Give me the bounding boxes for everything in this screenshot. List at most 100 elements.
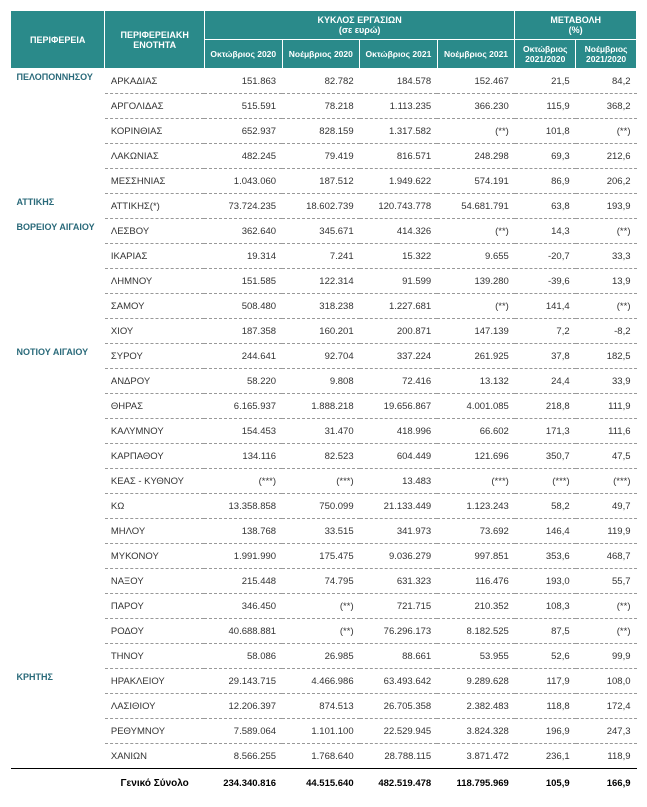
nov21-cell: 210.352 [437, 594, 515, 619]
turnover-table: ΠΕΡΙΦΕΡΕΙΑ ΠΕΡΙΦΕΡΕΙΑΚΗ ΕΝΟΤΗΤΑ ΚΥΚΛΟΣ Ε… [10, 10, 637, 797]
oct20-cell: 73.724.235 [204, 194, 282, 219]
nov20-cell: 750.099 [282, 494, 360, 519]
table-row: ΠΑΡΟΥ346.450(**)721.715210.352108,3(**) [11, 594, 637, 619]
nov21-cell: 152.467 [437, 69, 515, 94]
oct20-cell: 7.589.064 [204, 719, 282, 744]
oct21-cell: 63.493.642 [360, 669, 438, 694]
hdr-turnover: ΚΥΚΛΟΣ ΕΡΓΑΣΙΩΝ (σε ευρώ) [204, 11, 514, 40]
unit-cell: ΧΙΟΥ [105, 319, 205, 344]
oct20-cell: 13.358.858 [204, 494, 282, 519]
novc-cell: (**) [576, 294, 637, 319]
oct21-cell: 341.973 [360, 519, 438, 544]
nov21-cell: 121.696 [437, 444, 515, 469]
table-row: ΧΙΟΥ187.358160.201200.871147.1397,2-8,2 [11, 319, 637, 344]
nov20-cell: 31.470 [282, 419, 360, 444]
nov21-cell: 366.230 [437, 94, 515, 119]
unit-cell: ΣΥΡΟΥ [105, 344, 205, 369]
hdr-turnover-sub: (σε ευρώ) [339, 25, 381, 35]
novc-cell: 193,9 [576, 194, 637, 219]
nov20-cell: 874.513 [282, 694, 360, 719]
oct21-cell: 22.529.945 [360, 719, 438, 744]
oct21-cell: 21.133.449 [360, 494, 438, 519]
oct21-cell: 9.036.279 [360, 544, 438, 569]
oct20-cell: 515.591 [204, 94, 282, 119]
nov20-cell: 78.218 [282, 94, 360, 119]
oct21-cell: 120.743.778 [360, 194, 438, 219]
table-row: ΚΩ13.358.858750.09921.133.4491.123.24358… [11, 494, 637, 519]
unit-cell: ΡΟΔΟΥ [105, 619, 205, 644]
total-label: Γενικό Σύνολο [105, 769, 205, 798]
nov20-cell: 318.238 [282, 294, 360, 319]
novc-cell: (**) [576, 619, 637, 644]
nov20-cell: 18.602.739 [282, 194, 360, 219]
oct21-cell: 28.788.115 [360, 744, 438, 769]
table-row: ΣΑΜΟΥ508.480318.2381.227.681(**)141,4(**… [11, 294, 637, 319]
table-row: ΤΗΝΟΥ58.08626.98588.66153.95552,699,9 [11, 644, 637, 669]
novc-cell: 84,2 [576, 69, 637, 94]
hdr-change: ΜΕΤΑΒΟΛΗ (%) [515, 11, 637, 40]
table-row: ΘΗΡΑΣ6.165.9371.888.21819.656.8674.001.0… [11, 394, 637, 419]
oct20-cell: 134.116 [204, 444, 282, 469]
nov21-cell: 116.476 [437, 569, 515, 594]
octc-cell: 52,6 [515, 644, 576, 669]
oct21-cell: 200.871 [360, 319, 438, 344]
oct21-cell: 414.326 [360, 219, 438, 244]
oct21-cell: 721.715 [360, 594, 438, 619]
region-cell: ΒΟΡΕΙΟΥ ΑΙΓΑΙΟΥ [11, 219, 105, 344]
novc-cell: 247,3 [576, 719, 637, 744]
hdr-oct21: Οκτώβριος 2021 [360, 40, 438, 69]
region-cell: ΚΡΗΤΗΣ [11, 669, 105, 769]
unit-cell: ΚΑΡΠΑΘΟΥ [105, 444, 205, 469]
table-row: ΙΚΑΡΙΑΣ19.3147.24115.3229.655-20,733,3 [11, 244, 637, 269]
unit-cell: ΧΑΝΙΩΝ [105, 744, 205, 769]
oct20-cell: 19.314 [204, 244, 282, 269]
nov21-cell: 13.132 [437, 369, 515, 394]
unit-cell: ΠΑΡΟΥ [105, 594, 205, 619]
oct21-cell: 1.949.622 [360, 169, 438, 194]
nov20-cell: 175.475 [282, 544, 360, 569]
novc-cell: (**) [576, 219, 637, 244]
nov20-cell: (***) [282, 469, 360, 494]
unit-cell: ΚΩ [105, 494, 205, 519]
nov20-cell: 1.101.100 [282, 719, 360, 744]
nov20-cell: 92.704 [282, 344, 360, 369]
nov21-cell: 8.182.525 [437, 619, 515, 644]
novc-cell: 111,9 [576, 394, 637, 419]
nov20-cell: 187.512 [282, 169, 360, 194]
unit-cell: ΑΡΓΟΛΙΔΑΣ [105, 94, 205, 119]
nov21-cell: 2.382.483 [437, 694, 515, 719]
unit-cell: ΜΥΚΟΝΟΥ [105, 544, 205, 569]
table-header: ΠΕΡΙΦΕΡΕΙΑ ΠΕΡΙΦΕΡΕΙΑΚΗ ΕΝΟΤΗΤΑ ΚΥΚΛΟΣ Ε… [11, 11, 637, 69]
nov20-cell: (**) [282, 594, 360, 619]
nov21-cell: 53.955 [437, 644, 515, 669]
total-nov20: 44.515.640 [282, 769, 360, 798]
nov20-cell: 26.985 [282, 644, 360, 669]
octc-cell: 7,2 [515, 319, 576, 344]
nov20-cell: 828.159 [282, 119, 360, 144]
table-row: ΛΑΚΩΝΙΑΣ482.24579.419816.571248.29869,32… [11, 144, 637, 169]
oct20-cell: 362.640 [204, 219, 282, 244]
novc-cell: (**) [576, 119, 637, 144]
octc-cell: (***) [515, 469, 576, 494]
oct20-cell: (***) [204, 469, 282, 494]
oct21-cell: 337.224 [360, 344, 438, 369]
nov20-cell: 1.888.218 [282, 394, 360, 419]
nov20-cell: 7.241 [282, 244, 360, 269]
novc-cell: 108,0 [576, 669, 637, 694]
oct20-cell: 652.937 [204, 119, 282, 144]
table-row: ΜΥΚΟΝΟΥ1.991.990175.4759.036.279997.8513… [11, 544, 637, 569]
nov20-cell: 345.671 [282, 219, 360, 244]
octc-cell: 141,4 [515, 294, 576, 319]
nov20-cell: 122.314 [282, 269, 360, 294]
unit-cell: ΣΑΜΟΥ [105, 294, 205, 319]
novc-cell: 33,9 [576, 369, 637, 394]
nov21-cell: 73.692 [437, 519, 515, 544]
nov21-cell: 574.191 [437, 169, 515, 194]
table-row: ΛΑΣΙΘΙΟΥ12.206.397874.51326.705.3582.382… [11, 694, 637, 719]
unit-cell: ΜΕΣΣΗΝΙΑΣ [105, 169, 205, 194]
hdr-turnover-label: ΚΥΚΛΟΣ ΕΡΓΑΣΙΩΝ [318, 15, 402, 25]
oct20-cell: 138.768 [204, 519, 282, 544]
table-row: ΚΕΑΣ - ΚΥΘΝΟΥ(***)(***)13.483(***)(***)(… [11, 469, 637, 494]
hdr-octc: Οκτώβριος 2021/2020 [515, 40, 576, 69]
region-cell: ΝΟΤΙΟΥ ΑΙΓΑΙΟΥ [11, 344, 105, 669]
